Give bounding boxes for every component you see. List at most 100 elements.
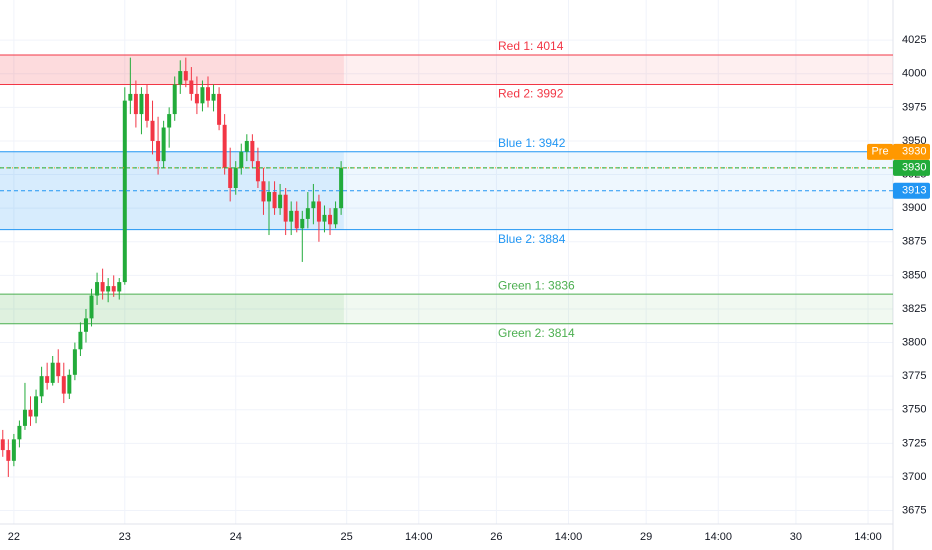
y-tick-label: 3900 <box>902 202 926 214</box>
zone-strong <box>0 54 344 85</box>
candle-body <box>167 114 172 128</box>
y-tick-label: 3875 <box>902 236 926 248</box>
candle-body <box>189 80 194 94</box>
zone-strong <box>0 294 344 324</box>
candle-body <box>294 210 299 229</box>
candle-body <box>250 140 255 162</box>
candle-body <box>28 409 33 417</box>
zone-light <box>343 54 893 85</box>
y-tick-label: 3975 <box>902 101 926 113</box>
x-tick-label: 22 <box>8 531 20 543</box>
candle-body <box>228 167 233 188</box>
candle-body <box>161 127 166 162</box>
y-tick-label: 3675 <box>902 504 926 516</box>
candle-body <box>0 439 5 451</box>
y-tick-label: 3850 <box>902 269 926 281</box>
candle-body <box>133 93 138 115</box>
candle-body <box>128 93 133 101</box>
y-tick-label: 4000 <box>902 68 926 80</box>
candle-body <box>72 349 77 375</box>
candle-body <box>183 71 188 81</box>
x-tick-label: 26 <box>490 531 502 543</box>
candle-body <box>45 376 50 383</box>
candle-body <box>156 140 161 162</box>
level-label: Blue 2: 3884 <box>498 232 566 246</box>
candle-body <box>61 376 66 394</box>
price-tag-bg <box>893 159 930 176</box>
candle-body <box>322 214 327 222</box>
candle-body <box>67 374 72 394</box>
candle-body <box>95 282 100 296</box>
x-tick-label: 30 <box>790 531 802 543</box>
candle-body <box>311 201 316 209</box>
candle-body <box>339 167 344 209</box>
candle-body <box>122 100 127 283</box>
price-tag-name-bg <box>867 143 893 160</box>
candle-body <box>100 282 105 292</box>
candle-body <box>56 362 61 377</box>
candle-body <box>206 87 210 101</box>
y-tick-label: 4025 <box>902 34 926 46</box>
candle-body <box>34 396 39 417</box>
candle-body <box>272 192 277 209</box>
x-tick-label: 14:00 <box>405 531 433 543</box>
x-tick-label: 23 <box>119 531 131 543</box>
candle-body <box>50 362 55 383</box>
level-label: Green 1: 3836 <box>498 278 575 292</box>
candle-body <box>283 194 288 222</box>
candle-body <box>139 93 144 115</box>
y-tick-label: 3700 <box>902 471 926 483</box>
x-tick-label: 14:00 <box>555 531 583 543</box>
candle-body <box>172 84 177 115</box>
y-tick-label: 3825 <box>902 303 926 315</box>
candle-body <box>217 93 222 125</box>
candle-body <box>6 450 11 461</box>
candle-body <box>39 376 44 397</box>
price-tag: 3930 <box>902 146 926 158</box>
candle-body <box>305 208 310 219</box>
candle-body <box>267 192 272 202</box>
candle-body <box>211 93 216 101</box>
level-label: Blue 1: 3942 <box>498 136 566 150</box>
level-label: Red 2: 3992 <box>498 87 564 101</box>
x-tick-label: 14:00 <box>854 531 882 543</box>
candle-body <box>255 161 260 182</box>
candle-body <box>200 87 205 104</box>
x-tick-label: 14:00 <box>705 531 733 543</box>
candle-body <box>178 71 183 85</box>
candle-body <box>244 140 249 152</box>
y-tick-label: 3725 <box>902 437 926 449</box>
level-label: Red 1: 4014 <box>498 39 564 53</box>
candle-body <box>106 286 111 292</box>
x-tick-label: 29 <box>640 531 652 543</box>
candle-body <box>17 425 22 440</box>
candle-body <box>316 201 321 222</box>
zone-light <box>343 294 893 324</box>
candle-body <box>144 93 149 121</box>
candle-body <box>233 167 238 188</box>
price-tag-name: Pre <box>871 146 888 158</box>
candle-body <box>194 93 199 104</box>
candle-body <box>328 214 333 225</box>
candle-body <box>333 208 338 225</box>
candle-body <box>111 286 116 292</box>
x-tick-label: 24 <box>230 531 242 543</box>
candle-body <box>78 331 83 350</box>
candle-body <box>289 210 294 222</box>
x-tick-label: 25 <box>341 531 353 543</box>
candle-body <box>300 218 305 229</box>
y-tick-label: 3750 <box>902 404 926 416</box>
price-tag-bg <box>893 182 930 199</box>
price-tag: 3930 <box>902 162 926 174</box>
price-tag: 3913 <box>902 185 926 197</box>
candle-body <box>261 181 266 202</box>
candle-body <box>89 295 94 319</box>
candle-body <box>222 124 227 168</box>
candle-body <box>22 409 27 426</box>
level-label: Green 2: 3814 <box>498 326 575 340</box>
candle-body <box>83 318 88 332</box>
candle-body <box>239 151 244 168</box>
y-tick-label: 3775 <box>902 370 926 382</box>
price-tag-bg <box>893 143 930 160</box>
